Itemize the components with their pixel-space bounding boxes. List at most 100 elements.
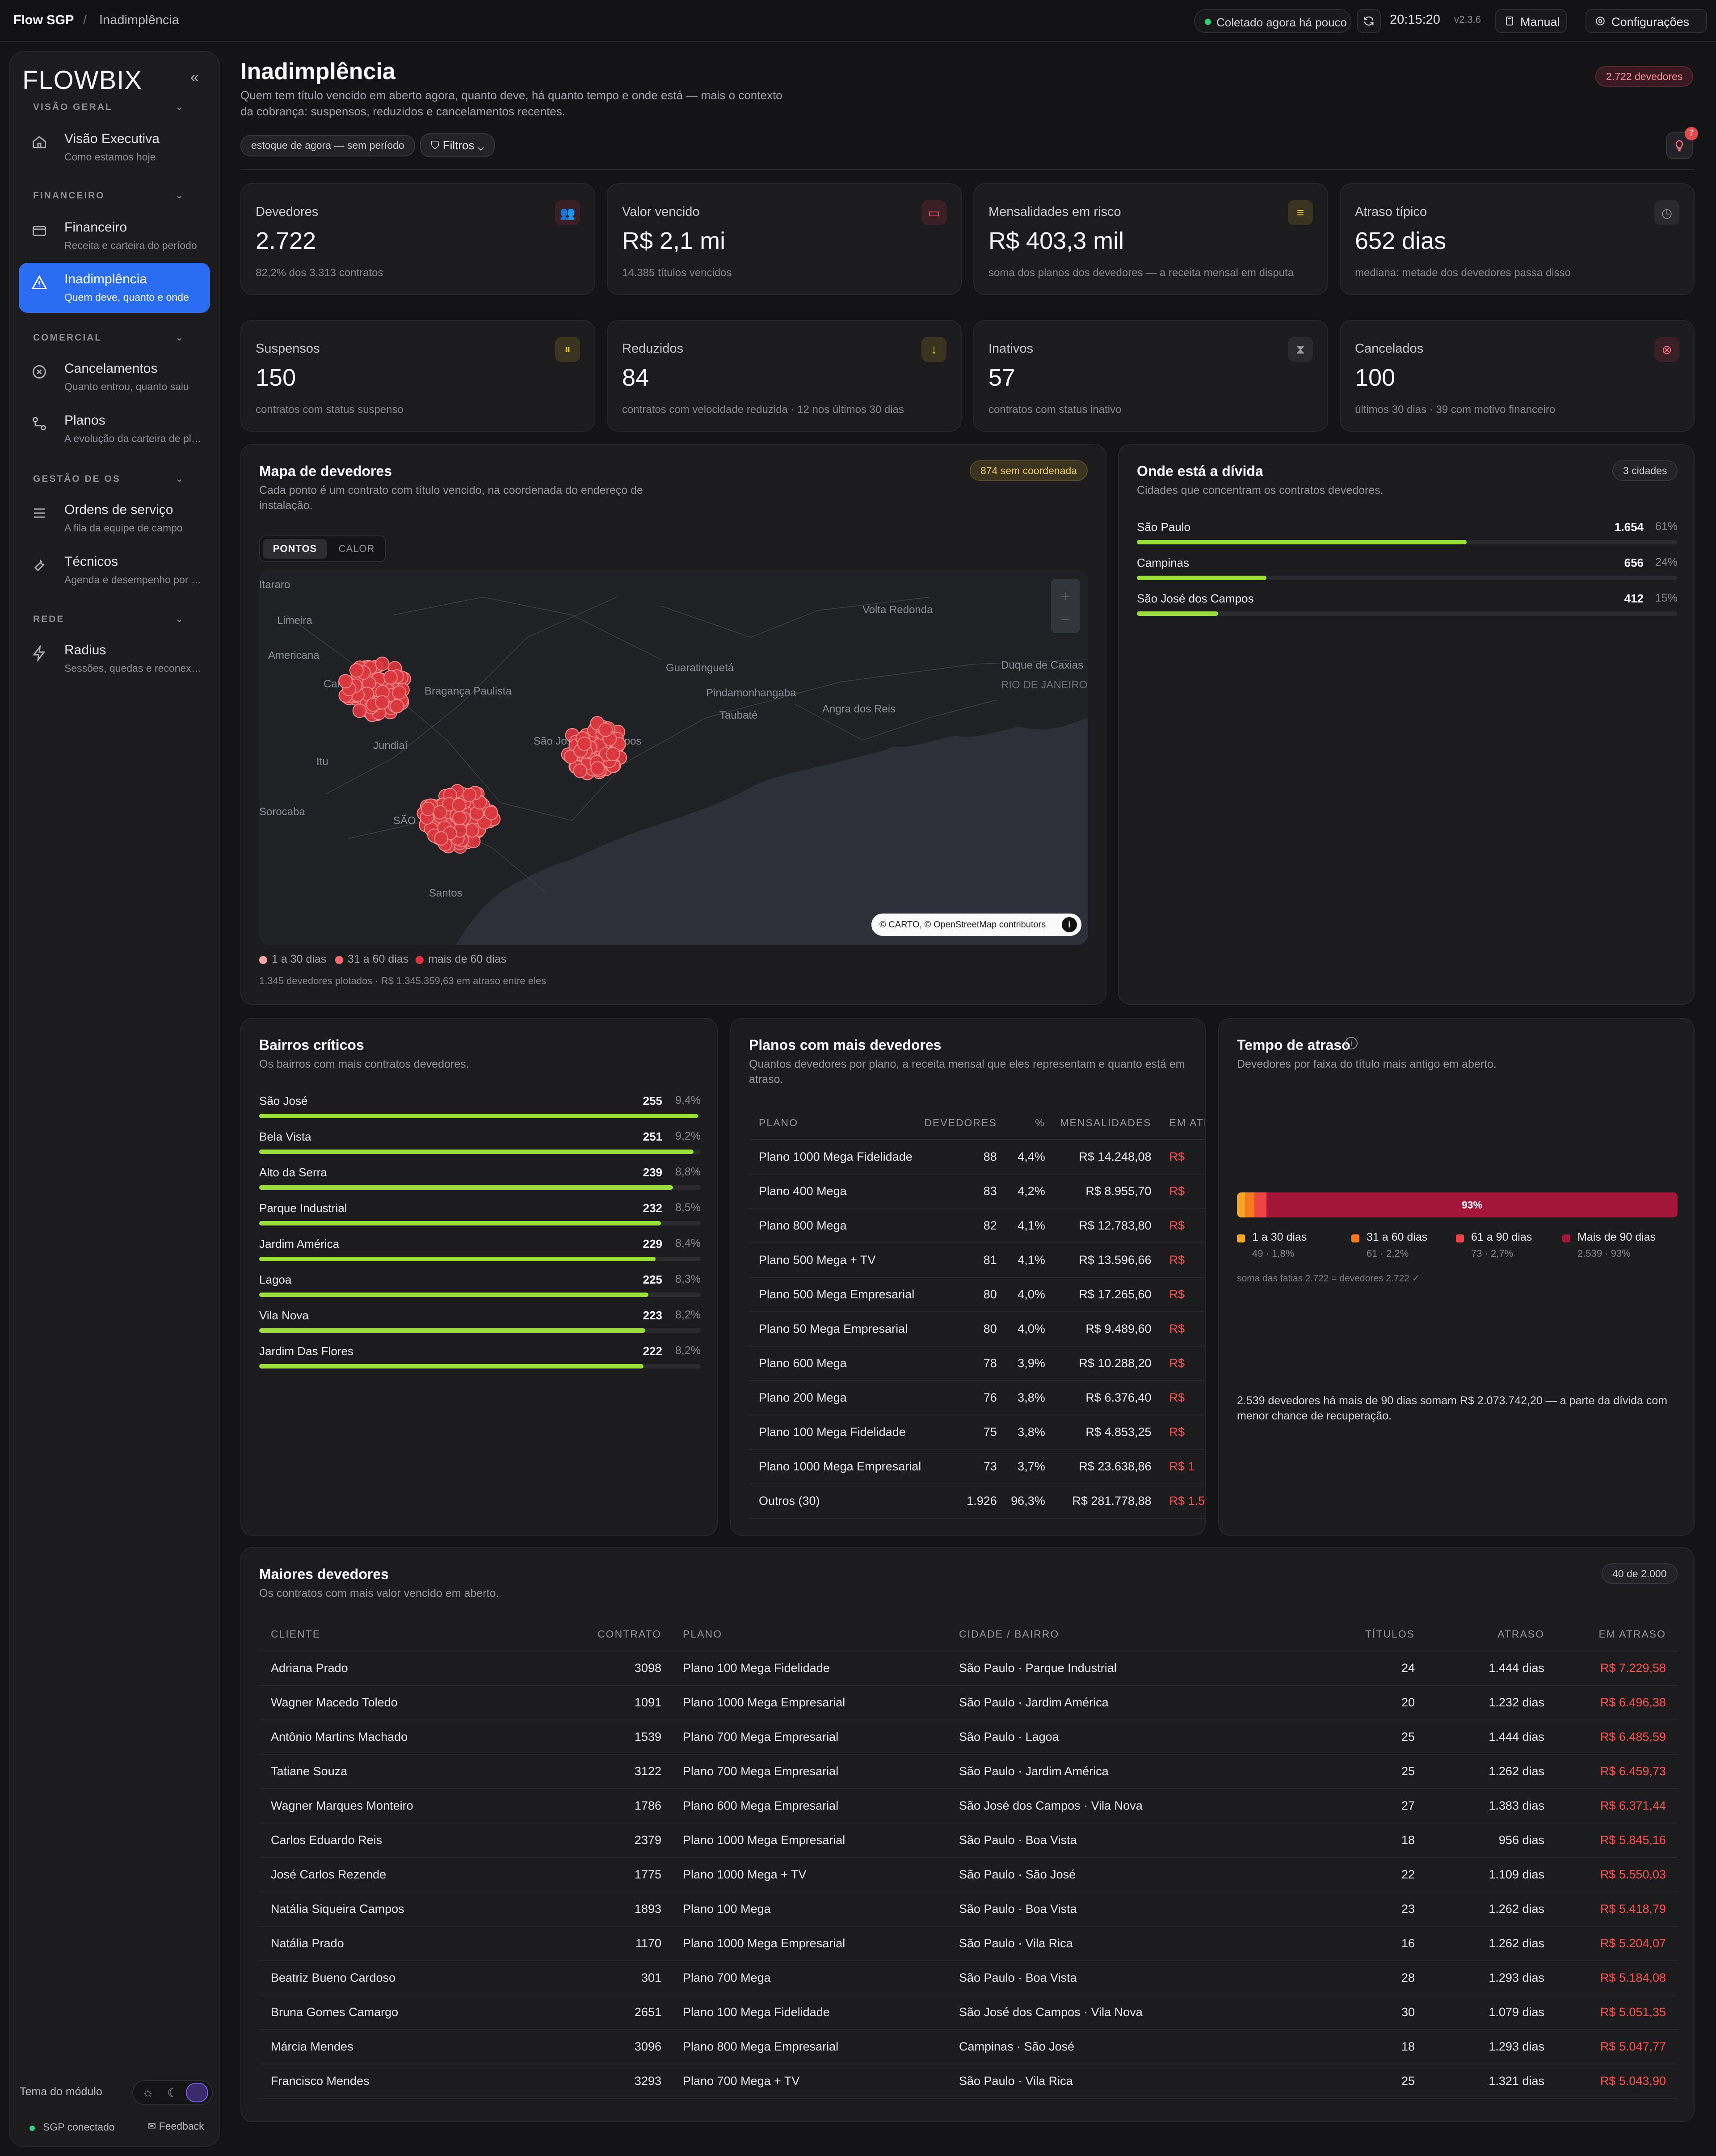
- info-icon[interactable]: i: [1062, 917, 1077, 932]
- table-row[interactable]: Plano 50 Mega Empresarial 80 4,0% R$ 9.489,…: [749, 1312, 1205, 1347]
- aging-segment[interactable]: 93%: [1266, 1192, 1678, 1217]
- table-row[interactable]: Wagner Macedo Toledo 1091 Plano 1000 Mega …: [259, 1685, 1678, 1720]
- sidebar-item-cancelamentos[interactable]: Cancelamentos Quanto entrou, quanto saiu: [19, 352, 210, 402]
- table-row[interactable]: Tatiane Souza 3122 Plano 700 Mega Empresar…: [259, 1754, 1678, 1789]
- settings-button[interactable]: Configurações: [1586, 9, 1707, 33]
- table-row[interactable]: Plano 200 Mega 76 3,8% R$ 6.376,40 R$: [749, 1381, 1205, 1415]
- table-row[interactable]: Carlos Eduardo Reis 2379 Plano 1000 Mega E…: [259, 1823, 1678, 1858]
- column-header[interactable]: CLIENTE: [259, 1618, 581, 1651]
- debtor-point[interactable]: [452, 811, 467, 825]
- table-row[interactable]: Adriana Prado 3098 Plano 100 Mega Fidelida…: [259, 1651, 1678, 1686]
- bar-row[interactable]: Lagoa 225 8,3%: [259, 1273, 701, 1304]
- monitor-icon[interactable]: [186, 2083, 208, 2102]
- table-row[interactable]: José Carlos Rezende 1775 Plano 1000 Mega +…: [259, 1857, 1678, 1892]
- column-header[interactable]: PLANO: [661, 1618, 959, 1651]
- debtor-point[interactable]: [338, 674, 353, 689]
- moon-icon[interactable]: ☾: [167, 2086, 179, 2100]
- bar-row[interactable]: São José 255 9,4%: [259, 1094, 701, 1125]
- table-row[interactable]: Natália Prado 1170 Plano 1000 Mega Empresa…: [259, 1926, 1678, 1961]
- column-header[interactable]: TÍTULOS: [1299, 1618, 1415, 1651]
- debtor-point[interactable]: [433, 805, 447, 820]
- sidebar-item-financeiro[interactable]: Financeiro Receita e carteira do período: [19, 211, 210, 261]
- debtor-point[interactable]: [375, 695, 389, 710]
- sidebar-item-radius[interactable]: Radius Sessões, quedas e reconexões: [19, 634, 210, 684]
- table-row[interactable]: Plano 600 Mega 78 3,9% R$ 10.288,20 R$: [749, 1346, 1205, 1381]
- debtor-point[interactable]: [462, 787, 477, 802]
- section-comercial[interactable]: COMERCIAL: [33, 333, 102, 343]
- debtor-point[interactable]: [577, 737, 592, 751]
- bar-row[interactable]: Vila Nova 223 8,2%: [259, 1309, 701, 1340]
- table-row[interactable]: Francisco Mendes 3293 Plano 700 Mega + TV S…: [259, 2064, 1678, 2099]
- column-header[interactable]: %: [997, 1107, 1045, 1140]
- table-row[interactable]: Plano 800 Mega 82 4,1% R$ 12.783,80 R$: [749, 1209, 1205, 1243]
- column-header[interactable]: MENSALIDADES: [1045, 1107, 1152, 1140]
- table-row[interactable]: Plano 500 Mega + TV 81 4,1% R$ 13.596,66 R$: [749, 1243, 1205, 1278]
- sidebar-item-ordens-de-servico[interactable]: Ordens de serviço A fila da equipe de ca…: [19, 493, 210, 543]
- chevron-down-icon[interactable]: ⌄: [175, 101, 184, 112]
- table-row[interactable]: Beatriz Bueno Cardoso 301 Plano 700 Mega Sã…: [259, 1961, 1678, 1996]
- section-visao-geral[interactable]: VISÃO GERAL: [33, 102, 113, 112]
- zoom-in-icon[interactable]: +: [1060, 587, 1070, 605]
- bar-row[interactable]: São Paulo 1.654 61%: [1137, 520, 1678, 552]
- column-header[interactable]: EM ATRASO: [1151, 1107, 1205, 1140]
- debtor-point[interactable]: [352, 703, 367, 718]
- feedback-button[interactable]: ✉ Feedback: [147, 2120, 204, 2132]
- debtors-map[interactable]: LimeiraAmericanaCampinasBragança Paulist…: [259, 570, 1088, 945]
- aging-segment[interactable]: [1237, 1192, 1245, 1217]
- map-attribution[interactable]: © CARTO, © OpenStreetMap contributors i: [871, 914, 1081, 936]
- bar-row[interactable]: Alto da Serra 239 8,8%: [259, 1166, 701, 1197]
- breadcrumb-app[interactable]: Flow SGP: [13, 13, 74, 27]
- section-gestao-de-os[interactable]: GESTÃO DE OS: [33, 474, 121, 484]
- tab-pontos[interactable]: PONTOS: [263, 539, 327, 559]
- debtor-point[interactable]: [392, 685, 407, 700]
- bar-row[interactable]: Bela Vista 251 9,2%: [259, 1130, 701, 1161]
- table-row[interactable]: Wagner Marques Monteiro 1786 Plano 600 Meg…: [259, 1789, 1678, 1823]
- sidebar-item-tecnicos[interactable]: Técnicos Agenda e desempenho por técnico: [19, 545, 210, 595]
- table-row[interactable]: Antônio Martins Machado 1539 Plano 700 Meg…: [259, 1720, 1678, 1755]
- bar-row[interactable]: Jardim América 229 8,4%: [259, 1237, 701, 1268]
- debtor-point[interactable]: [573, 763, 588, 778]
- debtor-point[interactable]: [606, 747, 620, 762]
- sun-icon[interactable]: ☼: [142, 2085, 154, 2099]
- section-rede[interactable]: REDE: [33, 614, 65, 624]
- zoom-out-icon[interactable]: −: [1060, 610, 1070, 628]
- column-header[interactable]: CONTRATO: [581, 1618, 661, 1651]
- tab-calor[interactable]: CALOR: [338, 543, 375, 554]
- debtor-point[interactable]: [390, 699, 404, 713]
- aging-segment[interactable]: [1254, 1192, 1267, 1217]
- debtor-point[interactable]: [349, 663, 364, 678]
- table-row[interactable]: Plano 500 Mega Empresarial 80 4,0% R$ 17.26…: [749, 1277, 1205, 1312]
- debtor-point[interactable]: [383, 670, 398, 685]
- debtor-point[interactable]: [465, 823, 479, 838]
- refresh-button[interactable]: [1357, 9, 1381, 33]
- debtor-point[interactable]: [434, 831, 449, 846]
- map-canvas[interactable]: LimeiraAmericanaCampinasBragança Paulist…: [259, 570, 1088, 945]
- bar-row[interactable]: Campinas 656 24%: [1137, 556, 1678, 587]
- column-header[interactable]: ATRASO: [1415, 1618, 1544, 1651]
- section-financeiro[interactable]: FINANCEIRO: [33, 190, 105, 201]
- column-header[interactable]: DEVEDORES: [921, 1107, 997, 1140]
- sidebar-item-visao-executiva[interactable]: Visão Executiva Como estamos hoje: [19, 122, 210, 173]
- debtor-point[interactable]: [452, 798, 467, 813]
- chevron-down-icon[interactable]: ⌄: [175, 613, 184, 624]
- table-row[interactable]: Natália Siqueira Campos 1893 Plano 100 Meg…: [259, 1892, 1678, 1927]
- sidebar-item-planos[interactable]: Planos A evolução da carteira de planos: [19, 404, 210, 454]
- chevron-down-icon[interactable]: ⌄: [175, 473, 184, 484]
- filters-button[interactable]: ⛉ Filtros ⌄: [420, 133, 495, 157]
- table-row[interactable]: Plano 1000 Mega Fidelidade 88 4,4% R$ 14.24…: [749, 1140, 1205, 1175]
- column-header[interactable]: CIDADE / BAIRRO: [959, 1618, 1299, 1651]
- sidebar-item-inadimplencia[interactable]: Inadimplência Quem deve, quanto e onde: [19, 263, 210, 313]
- bar-row[interactable]: Jardim Das Flores 222 8,2%: [259, 1344, 701, 1376]
- table-row[interactable]: Márcia Mendes 3096 Plano 800 Mega Empresar…: [259, 2030, 1678, 2064]
- table-row[interactable]: Outros (30) 1.926 96,3% R$ 281.778,88 R$ 1.5: [749, 1484, 1205, 1519]
- aging-segment[interactable]: [1245, 1192, 1255, 1217]
- bar-row[interactable]: São José dos Campos 412 15%: [1137, 592, 1678, 623]
- table-row[interactable]: Plano 100 Mega Fidelidade 75 3,8% R$ 4.853,…: [749, 1415, 1205, 1450]
- info-icon[interactable]: i: [1345, 1037, 1358, 1049]
- table-row[interactable]: Bruna Gomes Camargo 2651 Plano 100 Mega Fi…: [259, 1995, 1678, 2030]
- manual-button[interactable]: Manual: [1495, 9, 1567, 33]
- table-row[interactable]: Plano 400 Mega 83 4,2% R$ 8.955,70 R$: [749, 1174, 1205, 1209]
- debtor-point[interactable]: [484, 805, 499, 820]
- chevron-down-icon[interactable]: ⌄: [175, 189, 184, 201]
- debtor-point[interactable]: [590, 761, 605, 776]
